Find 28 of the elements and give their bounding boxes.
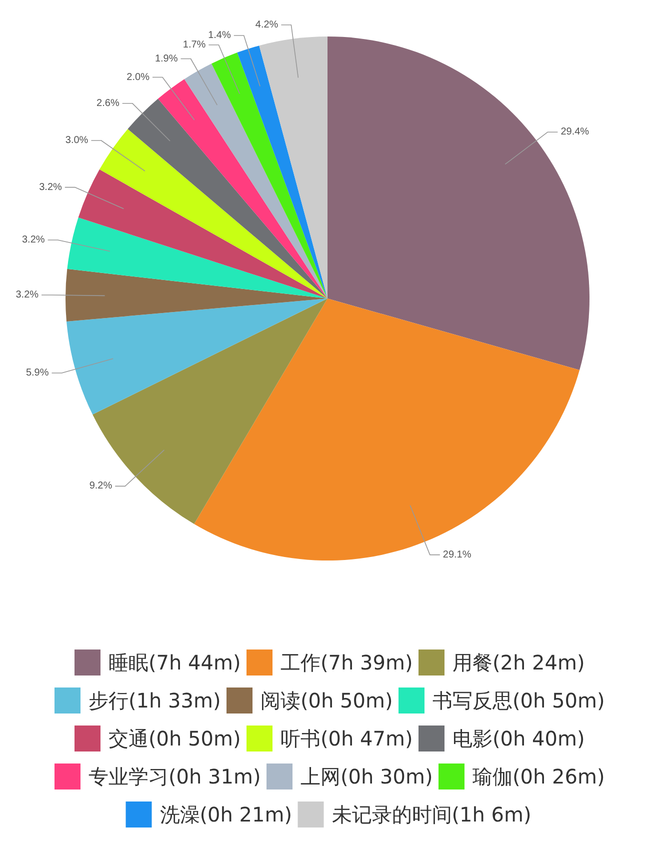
data-label: 1.7% — [182, 39, 206, 50]
legend-label: 洗澡(0h 21m) — [160, 802, 292, 826]
data-label: 3.2% — [39, 182, 62, 193]
data-label: 1.9% — [154, 53, 178, 64]
data-label: 9.2% — [89, 480, 112, 492]
data-label: 2.0% — [126, 72, 150, 83]
data-label: 29.1% — [442, 549, 472, 560]
legend-label: 步行(1h 33m) — [88, 688, 221, 712]
legend-label: 听书(0h 47m) — [280, 726, 413, 750]
legend-label: 未记录的时间(1h 6m) — [332, 802, 532, 826]
data-label: 1.4% — [208, 30, 231, 41]
data-label: 4.2% — [255, 19, 278, 30]
legend-label: 用餐(2h 24m) — [452, 650, 585, 674]
legend-label: 工作(7h 39m) — [280, 650, 413, 674]
legend-label: 阅读(0h 50m) — [260, 688, 393, 712]
legend-label: 睡眠(7h 44m) — [108, 650, 241, 674]
data-label: 3.2% — [16, 290, 39, 301]
legend-label: 书写反思(0h 50m) — [432, 688, 605, 712]
legend-label: 瑜伽(0h 26m) — [472, 764, 605, 788]
data-label: 5.9% — [26, 368, 49, 378]
data-label: 3.0% — [65, 135, 88, 146]
data-label: 3.2% — [22, 234, 45, 246]
legend-label: 电影(0h 40m) — [452, 726, 585, 750]
legend-label: 专业学习(0h 31m) — [88, 764, 261, 788]
data-label: 2.6% — [96, 98, 120, 109]
legend-label: 交通(0h 50m) — [108, 726, 241, 750]
data-label: 29.4% — [560, 126, 590, 138]
legend-label: 上网(0h 30m) — [300, 764, 433, 788]
